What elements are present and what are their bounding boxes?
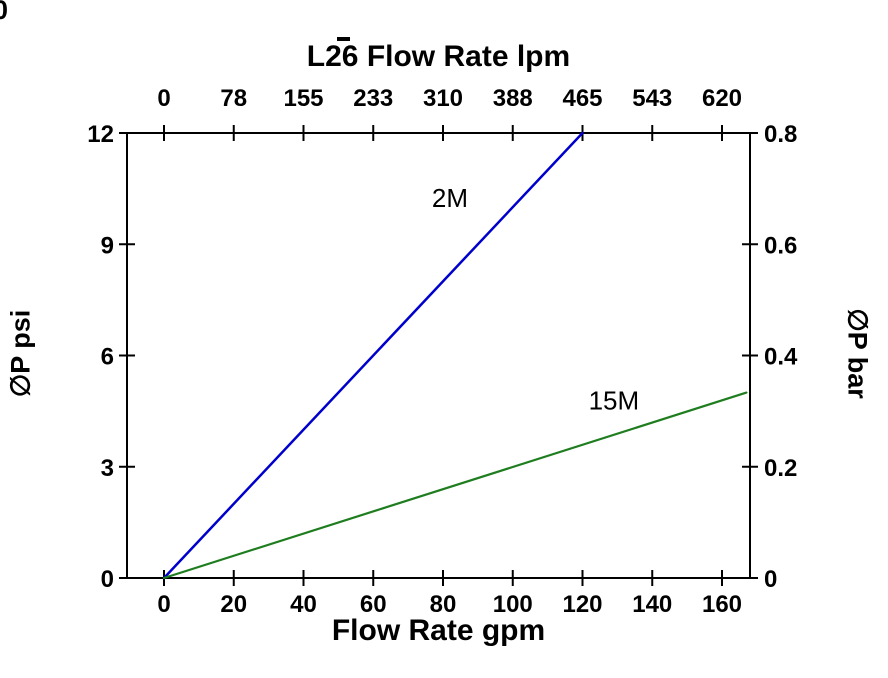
stray-corner-mark: 0 bbox=[0, 0, 9, 25]
x-tick-label-bottom: 60 bbox=[360, 591, 387, 618]
x-tick-label-bottom: 140 bbox=[632, 591, 672, 618]
x-axis-title-bottom: Flow Rate gpm bbox=[331, 614, 546, 647]
x-tick-label-top: 0 bbox=[157, 85, 170, 112]
y-tick-label-right: 0 bbox=[764, 566, 777, 593]
y-tick-label-left: 6 bbox=[101, 344, 114, 371]
x-tick-label-top: 310 bbox=[423, 85, 463, 112]
y-axis-title-left: ∅P psi bbox=[5, 309, 36, 398]
y-tick-label-right: 0.6 bbox=[764, 232, 797, 259]
series-label-15M: 15M bbox=[589, 385, 640, 415]
x-tick-label-top: 155 bbox=[283, 85, 323, 112]
x-tick-label-top: 388 bbox=[493, 85, 533, 112]
y-tick-label-left: 3 bbox=[101, 455, 114, 482]
x-tick-label-bottom: 40 bbox=[290, 591, 317, 618]
series-line-2M bbox=[162, 131, 584, 580]
y-tick-label-left: 0 bbox=[101, 566, 114, 593]
x-tick-label-bottom: 80 bbox=[430, 591, 457, 618]
x-tick-label-top: 465 bbox=[562, 85, 602, 112]
y-tick-label-right: 0.2 bbox=[764, 455, 797, 482]
y-tick-label-left: 9 bbox=[101, 232, 114, 259]
x-tick-label-top: 233 bbox=[353, 85, 393, 112]
x-tick-label-top: 543 bbox=[632, 85, 672, 112]
x-tick-label-top: 78 bbox=[220, 85, 247, 112]
stray-dash-mark bbox=[337, 37, 350, 41]
x-tick-label-bottom: 120 bbox=[562, 591, 602, 618]
x-tick-label-top: 620 bbox=[702, 85, 742, 112]
x-tick-label-bottom: 160 bbox=[702, 591, 742, 618]
x-tick-label-bottom: 100 bbox=[493, 591, 533, 618]
series-line-15M bbox=[162, 391, 748, 580]
x-tick-label-bottom: 0 bbox=[157, 591, 170, 618]
chart-title-top: L26 Flow Rate lpm bbox=[306, 40, 571, 73]
y-axis-title-right: ∅P bar bbox=[842, 308, 873, 399]
x-tick-label-bottom: 20 bbox=[220, 591, 247, 618]
y-tick-label-right: 0.8 bbox=[764, 121, 797, 148]
y-tick-label-right: 0.4 bbox=[764, 344, 798, 371]
series-label-2M: 2M bbox=[432, 183, 468, 213]
y-tick-label-left: 12 bbox=[87, 121, 114, 148]
